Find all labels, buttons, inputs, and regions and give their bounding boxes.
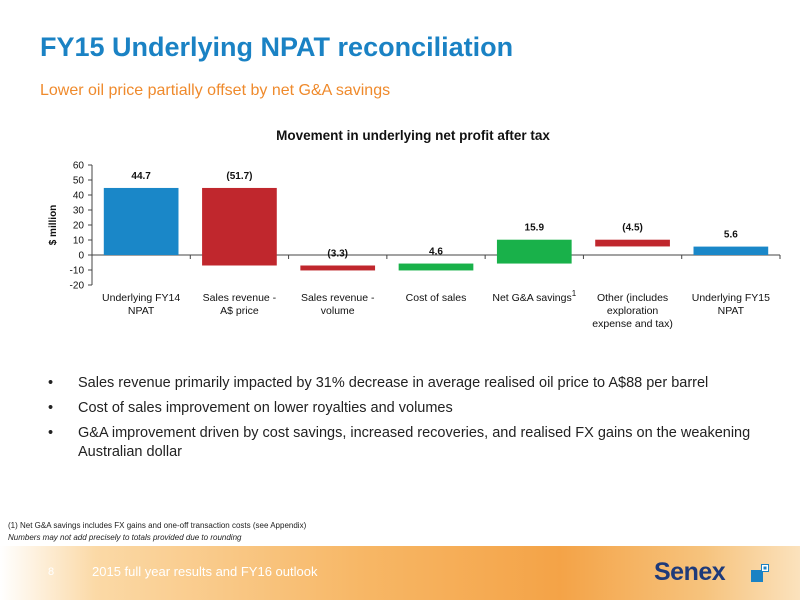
bullet-item: • G&A improvement driven by cost savings,… (46, 424, 766, 462)
bar-3 (300, 265, 376, 271)
footnote-1: (1) Net G&A savings includes FX gains an… (8, 521, 307, 530)
bullet-text: Sales revenue primarily impacted by 31% … (78, 375, 709, 391)
category-label: exploration (607, 305, 659, 317)
y-tick-label: 40 (73, 191, 85, 202)
logo-wordmark: Senex (654, 558, 726, 586)
bullet-marker: • (48, 400, 54, 416)
bullet-text: G&A improvement driven by cost savings, … (78, 425, 751, 460)
footnote-marker: 1 (572, 289, 577, 298)
y-tick-label: -10 (70, 266, 85, 277)
y-tick-label: -20 (70, 281, 85, 292)
y-tick-label: 30 (73, 206, 85, 217)
slide-title: FY15 Underlying NPAT reconciliation (40, 32, 514, 62)
bullet-item: • Sales revenue primarily impacted by 31%… (46, 374, 766, 393)
waterfall-chart: Movement in underlying net profit after … (48, 128, 781, 330)
y-tick-label: 0 (78, 251, 84, 262)
senex-logo: Senex (654, 558, 769, 586)
bullet-marker: • (48, 375, 54, 391)
category-label: expense and tax) (592, 318, 673, 330)
data-label: (51.7) (226, 171, 252, 182)
bullet-item: • Cost of sales improvement on lower roya… (46, 399, 766, 418)
bullet-list: • Sales revenue primarily impacted by 31%… (46, 374, 766, 468)
slide-subtitle: Lower oil price partially offset by net … (40, 82, 391, 99)
bullet-text: Cost of sales improvement on lower royal… (78, 400, 453, 416)
y-tick-label: 50 (73, 176, 85, 187)
category-label: Sales revenue - (203, 292, 277, 304)
y-axis-label: $ million (48, 205, 59, 246)
bar-7 (693, 246, 769, 255)
bar-1 (103, 187, 179, 255)
category-label: Underlying FY14 (102, 292, 180, 304)
category-label: NPAT (718, 305, 745, 317)
page-number: 8 (48, 566, 55, 578)
bar-6 (595, 239, 670, 247)
data-label: (4.5) (622, 223, 643, 234)
data-label: 4.6 (429, 247, 443, 258)
bullet-marker: • (48, 425, 54, 441)
footer-bar: 8 2015 full year results and FY16 outloo… (0, 546, 800, 600)
footer-text: 2015 full year results and FY16 outlook (92, 564, 318, 579)
footnote-rounding: Numbers may not add precisely to totals … (8, 533, 242, 542)
y-tick-label: 20 (73, 221, 85, 232)
y-tick-label: 60 (73, 161, 85, 172)
category-label: volume (321, 305, 355, 317)
bar-2 (202, 187, 277, 266)
bar-4 (398, 263, 474, 271)
category-label: Cost of sales (406, 292, 467, 304)
data-label: 44.7 (131, 171, 151, 182)
chart-title: Movement in underlying net profit after … (276, 128, 550, 143)
category-label: A$ price (220, 305, 259, 317)
data-label: 5.6 (724, 230, 738, 241)
logo-mark-icon (751, 564, 769, 582)
bar-5 (496, 239, 572, 264)
category-label: Other (includes (597, 292, 668, 304)
y-tick-label: 10 (73, 236, 85, 247)
category-label: Underlying FY15 (692, 292, 770, 304)
category-label: Net G&A savings1 (492, 289, 576, 304)
category-label: Sales revenue - (301, 292, 375, 304)
data-label: (3.3) (327, 249, 348, 260)
category-label: NPAT (128, 305, 155, 317)
data-label: 15.9 (525, 223, 545, 234)
